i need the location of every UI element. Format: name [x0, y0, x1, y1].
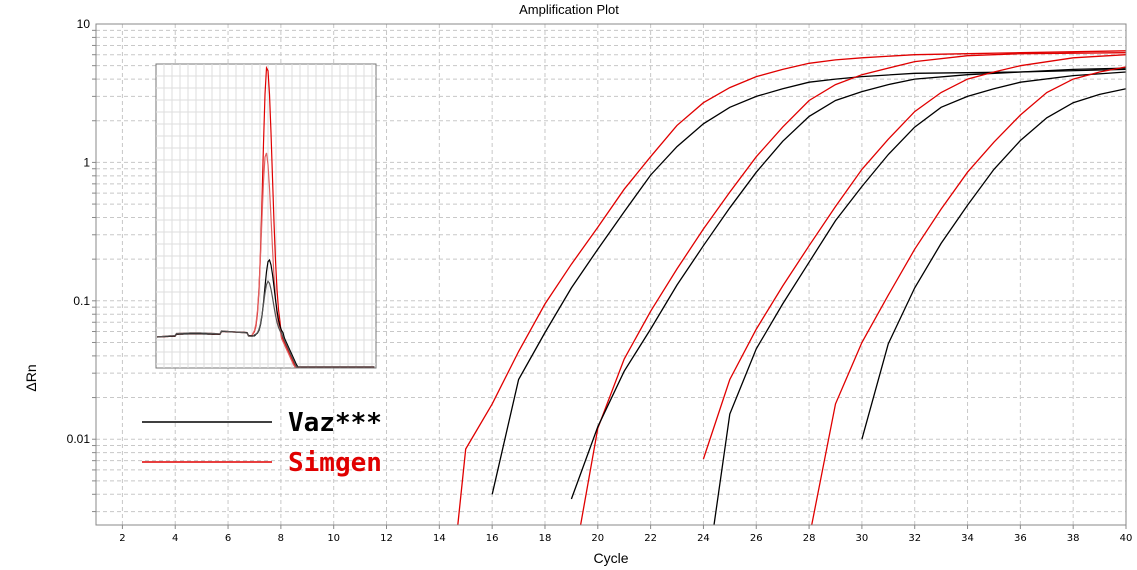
x-tick-label: 28: [803, 533, 816, 544]
plot-frame: [95, 23, 1127, 526]
legend: Vaz*** Simgen: [142, 408, 382, 478]
x-tick-label: 8: [278, 533, 284, 544]
series-line-simgen: [579, 52, 1127, 526]
x-tick-label: 32: [908, 533, 921, 544]
series-line-simgen: [457, 50, 1127, 526]
series-line-vaz: [861, 88, 1127, 440]
x-axis: 2 4 6 8 10 12 14 16 18 20 22 24 26 28 30 32 34 36 38 40: [119, 525, 1132, 544]
y-tick-label: 0.1: [73, 294, 90, 308]
x-tick-label: 16: [486, 533, 499, 544]
x-axis-label: Cycle: [593, 550, 628, 566]
inset-melt-plot: [155, 63, 377, 369]
chart-title: Amplification Plot: [519, 2, 619, 17]
x-tick-label: 30: [856, 533, 869, 544]
y-axis-label: ΔRn: [23, 364, 39, 391]
x-tick-label: 2: [119, 533, 125, 544]
legend-label-vaz: Vaz***: [288, 408, 382, 438]
x-tick-label: 22: [644, 533, 657, 544]
inset-curve: [156, 280, 375, 368]
x-tick-label: 34: [961, 533, 974, 544]
series-line-simgen: [702, 54, 1127, 460]
x-tick-label: 18: [539, 533, 552, 544]
y-tick-label: 1: [83, 155, 90, 169]
x-tick-label: 4: [172, 533, 178, 544]
x-tick-label: 36: [1014, 533, 1027, 544]
legend-label-simgen: Simgen: [288, 448, 382, 478]
x-tick-label: 10: [327, 533, 340, 544]
series-line-vaz: [570, 67, 1127, 500]
series-lines: [457, 50, 1127, 526]
x-tick-label: 40: [1120, 533, 1133, 544]
y-axis: 10 1 0.1 0.01: [67, 17, 96, 513]
x-tick-label: 24: [697, 533, 710, 544]
x-tick-label: 14: [433, 533, 446, 544]
x-tick-label: 26: [750, 533, 763, 544]
x-tick-label: 20: [591, 533, 604, 544]
inset-frame: [155, 63, 377, 369]
y-tick-label: 0.01: [67, 432, 91, 446]
series-line-simgen: [811, 66, 1127, 526]
series-line-vaz: [491, 68, 1127, 495]
y-tick-label: 10: [77, 17, 91, 31]
x-tick-label: 12: [380, 533, 393, 544]
x-tick-label: 38: [1067, 533, 1080, 544]
x-tick-label: 6: [225, 533, 231, 544]
series-line-vaz: [713, 71, 1127, 526]
